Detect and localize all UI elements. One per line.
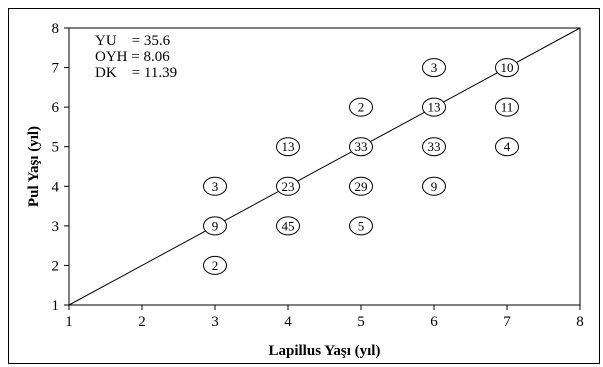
y-tick-label: 7 — [52, 61, 60, 77]
y-tick-label: 5 — [52, 140, 60, 156]
point-count-label: 11 — [501, 100, 514, 115]
point-count-label: 2 — [358, 100, 365, 115]
data-point: 2 — [203, 255, 227, 275]
stat-line: OYH = 8.06 — [95, 49, 170, 65]
point-count-label: 9 — [431, 179, 438, 194]
point-count-label: 5 — [358, 218, 365, 233]
data-point: 5 — [349, 216, 373, 236]
point-circle — [349, 216, 373, 236]
point-count-label: 3 — [212, 179, 219, 194]
point-circle — [422, 176, 446, 196]
data-point: 4 — [495, 137, 519, 157]
x-tick-label: 1 — [65, 314, 73, 330]
point-circle — [276, 216, 300, 236]
point-circle — [349, 176, 373, 196]
data-point: 10 — [495, 58, 519, 78]
point-count-label: 33 — [428, 139, 441, 154]
data-point: 13 — [276, 137, 300, 157]
point-circle — [349, 137, 373, 157]
point-count-label: 13 — [282, 139, 295, 154]
point-count-label: 9 — [212, 218, 219, 233]
data-point: 3 — [422, 58, 446, 78]
data-point: 23 — [276, 176, 300, 196]
point-count-label: 3 — [431, 60, 438, 75]
x-tick-label: 8 — [576, 314, 584, 330]
point-count-label: 23 — [282, 179, 295, 194]
point-count-label: 29 — [355, 179, 368, 194]
stat-line: YU = 35.6 — [95, 33, 171, 49]
stat-line: DK = 11.39 — [95, 65, 177, 81]
x-tick-label: 5 — [357, 314, 365, 330]
y-tick-label: 4 — [52, 179, 60, 195]
data-point: 33 — [422, 137, 446, 157]
point-circle — [203, 255, 227, 275]
point-circle — [276, 176, 300, 196]
point-circle — [349, 97, 373, 117]
point-circle — [422, 58, 446, 78]
figure-frame — [8, 8, 600, 364]
plot-area — [68, 27, 581, 306]
plot-border — [68, 27, 581, 306]
y-tick-label: 1 — [52, 298, 60, 314]
x-tick-label: 2 — [138, 314, 146, 330]
x-tick-label: 6 — [430, 314, 438, 330]
y-tick-label: 8 — [52, 21, 60, 37]
point-count-label: 45 — [282, 218, 295, 233]
x-tick-label: 3 — [211, 314, 219, 330]
data-point: 11 — [495, 97, 519, 117]
point-count-label: 2 — [212, 258, 219, 273]
y-tick-label: 3 — [52, 219, 60, 235]
y-axis-label: Pul Yaşı (yıl) — [26, 126, 42, 207]
data-point: 2 — [349, 97, 373, 117]
data-point: 3 — [203, 176, 227, 196]
point-circle — [495, 137, 519, 157]
y-tick-label: 6 — [52, 100, 60, 116]
data-points: 3 9 2 13 23 45 2 33 29 5 3 13 33 9 10 11 4 — [203, 58, 519, 275]
point-circle — [495, 97, 519, 117]
data-point: 33 — [349, 137, 373, 157]
x-tick-label: 7 — [503, 314, 511, 330]
data-point: 45 — [276, 216, 300, 236]
point-circle — [203, 176, 227, 196]
reference-line — [68, 27, 581, 306]
point-count-label: 10 — [501, 60, 514, 75]
y-tick-label: 2 — [52, 258, 60, 274]
point-circle — [495, 58, 519, 78]
data-point: 29 — [349, 176, 373, 196]
point-circle — [422, 97, 446, 117]
point-count-label: 13 — [428, 100, 441, 115]
data-point: 9 — [203, 216, 227, 236]
point-count-label: 4 — [504, 139, 511, 154]
point-circle — [422, 137, 446, 157]
point-count-label: 33 — [355, 139, 368, 154]
point-circle — [276, 137, 300, 157]
x-tick-label: 4 — [284, 314, 292, 330]
data-point: 13 — [422, 97, 446, 117]
point-circle — [203, 216, 227, 236]
data-point: 9 — [422, 176, 446, 196]
x-axis-label: Lapillus Yaşı (yıl) — [269, 343, 381, 359]
